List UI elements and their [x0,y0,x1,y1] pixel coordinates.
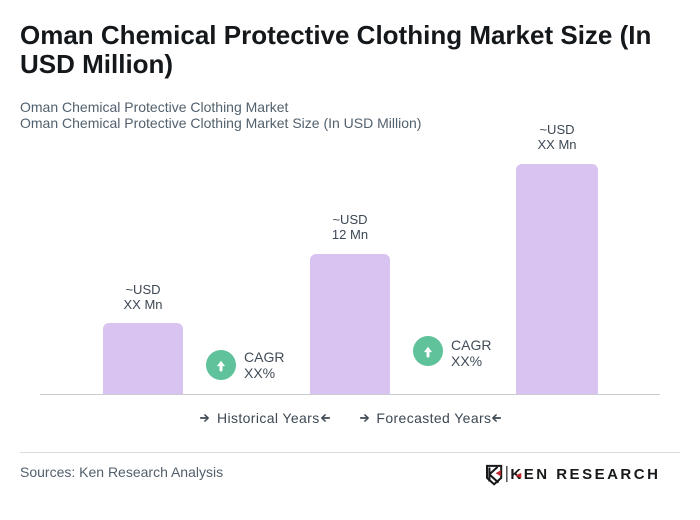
svg-text:KEN RESEARCH: KEN RESEARCH [510,466,657,483]
